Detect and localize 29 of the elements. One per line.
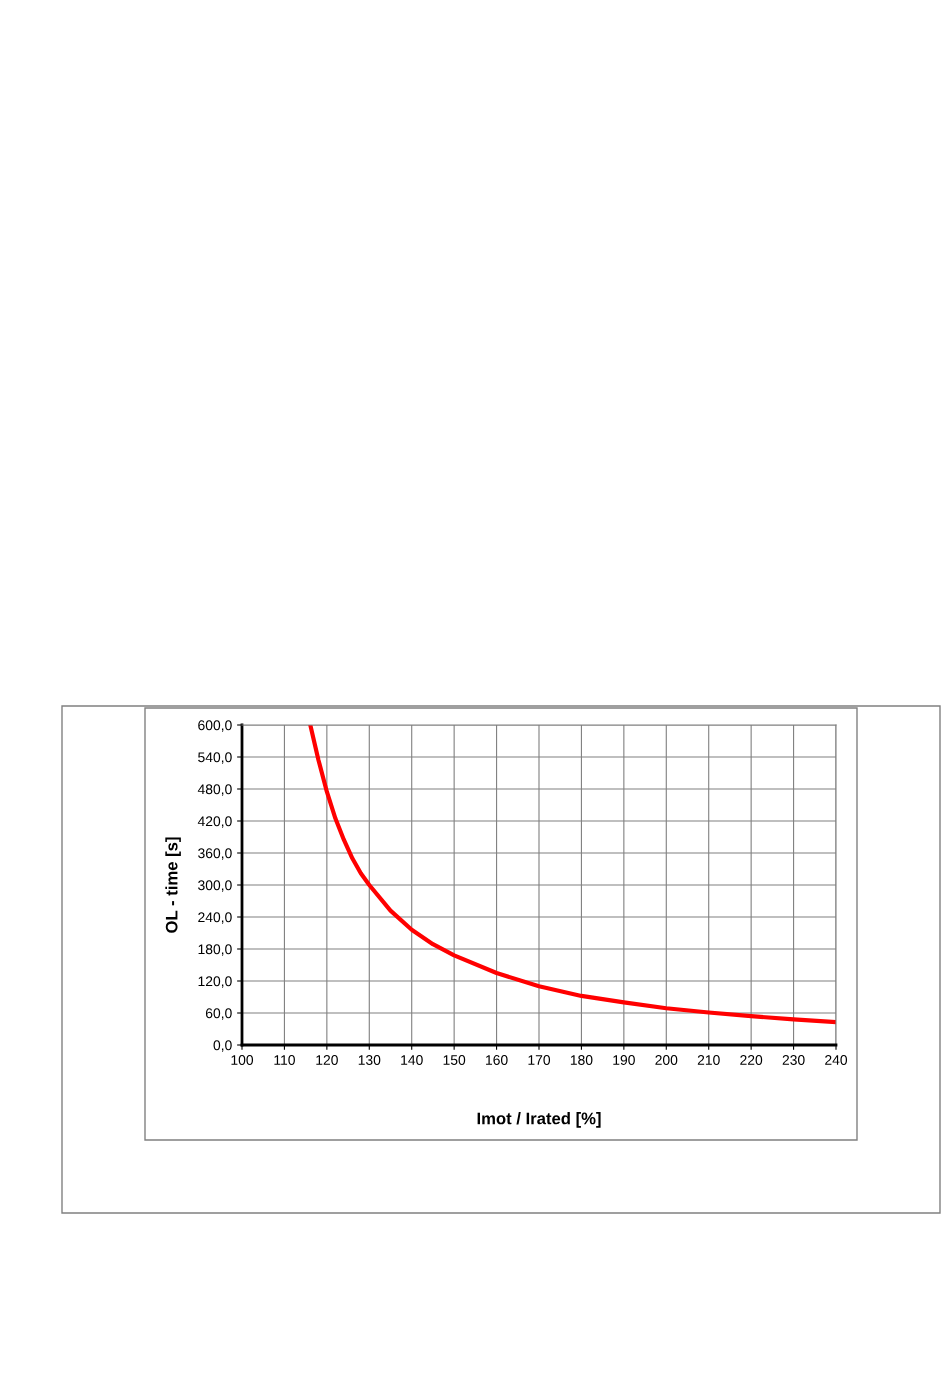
y-tick-label: 300,0 [198,880,232,892]
y-tick-label: 60,0 [205,1008,232,1020]
x-tick-label: 220 [740,1055,763,1065]
y-tick-label: 600,0 [198,720,232,732]
x-tick-label: 140 [401,1055,423,1065]
x-tick-label: 180 [570,1055,593,1065]
x-tick-label: 100 [231,1055,254,1065]
y-tick-label: 120,0 [198,976,232,988]
y-tick-label: 240,0 [198,912,232,924]
x-tick-label: 120 [316,1055,338,1065]
y-tick-label: 180,0 [198,944,232,956]
x-tick-label: 150 [443,1055,466,1065]
y-tick-label: 360,0 [198,848,232,860]
x-tick-label: 160 [486,1055,508,1065]
x-tick-label: 240 [825,1055,848,1065]
x-tick-label: 170 [528,1055,551,1065]
x-tick-label: 130 [358,1055,381,1065]
y-tick-label: 0,0 [213,1040,232,1052]
x-tick-label: 110 [274,1055,295,1065]
line-series [308,725,836,1025]
y-tick-label: 480,0 [197,784,232,796]
x-tick-label: 230 [782,1055,805,1065]
y-tick-label: 420,0 [197,816,232,828]
y-axis-title: OL - time [s] [165,837,181,933]
x-tick-label: 210 [697,1055,720,1065]
x-tick-label: 200 [655,1055,678,1065]
x-tick-label: 190 [613,1055,635,1065]
y-tick-label: 540,0 [198,752,232,764]
x-axis-title: Imot / Irated [%] [477,1112,601,1128]
